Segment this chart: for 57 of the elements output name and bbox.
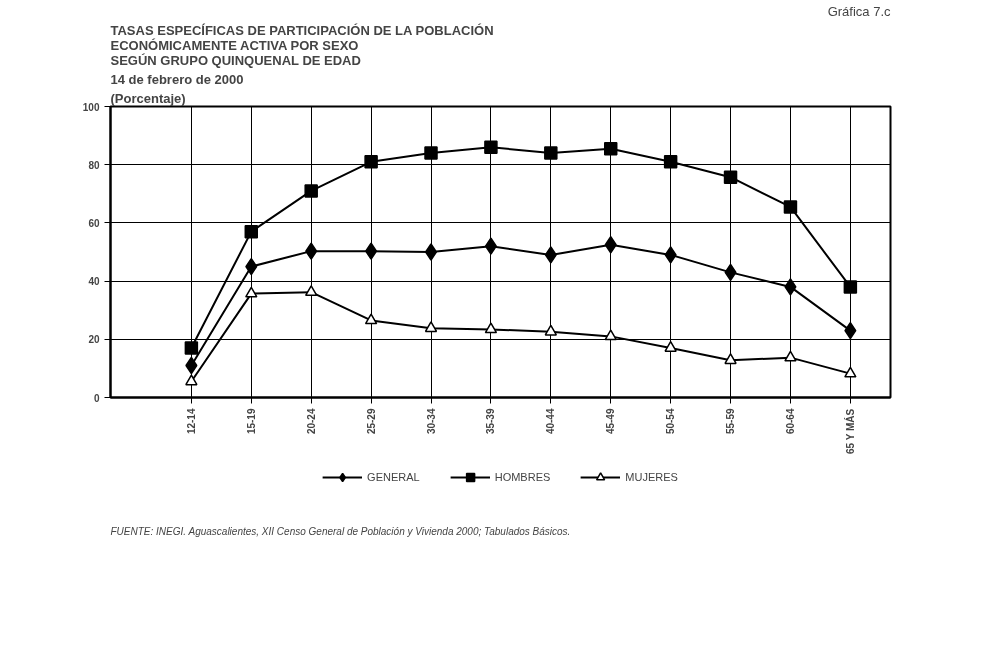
point	[304, 285, 318, 297]
point	[604, 329, 617, 341]
point	[783, 200, 798, 214]
chart-title: TASAS ESPECÍFICAS DE PARTICIPACIÓN DE LA POBLACIÓN ECONÓMICAMENTE ACTIVA POR SEXO SEGÚN GRUPO QUINQUENAL DE EDAD	[110, 22, 494, 68]
point	[784, 350, 797, 362]
x-tick-label: 30-34	[425, 408, 437, 435]
point	[724, 353, 737, 365]
y-tick-label: 100	[82, 101, 100, 113]
point	[663, 155, 678, 169]
point	[484, 237, 497, 255]
point	[484, 140, 498, 154]
point	[843, 280, 858, 294]
point	[784, 278, 797, 296]
x-tick-label: 35-39	[485, 408, 497, 435]
legend-label: MUJERES	[625, 471, 678, 483]
point	[364, 313, 378, 325]
x-tick-label: 20-24	[305, 408, 317, 435]
point	[304, 184, 318, 198]
point	[424, 243, 438, 261]
x-tick-label: 50-54	[665, 408, 677, 435]
point	[664, 246, 677, 264]
y-tick-label: 20	[88, 334, 100, 346]
point	[184, 341, 199, 355]
point	[723, 170, 738, 184]
point	[484, 322, 498, 334]
point	[424, 146, 438, 160]
y-tick-label: 80	[88, 159, 100, 171]
y-tick-label: 0	[93, 392, 100, 404]
x-tick-label: 15-19	[245, 408, 257, 435]
point	[544, 246, 557, 264]
y-tick-label: 40	[88, 276, 100, 288]
point	[305, 242, 318, 260]
point	[364, 155, 378, 169]
point	[664, 340, 677, 352]
point	[244, 224, 259, 239]
point	[544, 324, 558, 336]
x-tick-label: 45-49	[605, 408, 617, 435]
point	[424, 321, 438, 333]
chart-subtitle: 14 de febrero de 2000	[110, 71, 244, 87]
point	[844, 366, 857, 378]
point	[185, 374, 198, 386]
point	[365, 242, 378, 260]
x-tick-label: 55-59	[725, 408, 737, 435]
y-axis-title: (Porcentaje)	[110, 90, 186, 106]
text: Gráfica 7.c	[827, 3, 891, 19]
x-tick-label: 12-14	[185, 408, 197, 435]
x-tick-label: 25-29	[365, 408, 377, 435]
legend-label: HOMBRES	[494, 471, 551, 483]
point	[245, 286, 258, 298]
legend-label: GENERAL	[367, 471, 420, 483]
y-tick-label: 60	[88, 217, 100, 229]
x-tick-label: 65 Y MÁS	[843, 408, 856, 455]
x-tick-label: 40-44	[545, 408, 557, 435]
point	[603, 141, 618, 156]
text: FUENTE: INEGI. Aguascalientes, XII Censo General de Población y Vivienda 2000; Tabulados Básicos.	[110, 525, 571, 537]
point	[544, 146, 558, 160]
x-tick-label: 60-64	[784, 408, 796, 435]
